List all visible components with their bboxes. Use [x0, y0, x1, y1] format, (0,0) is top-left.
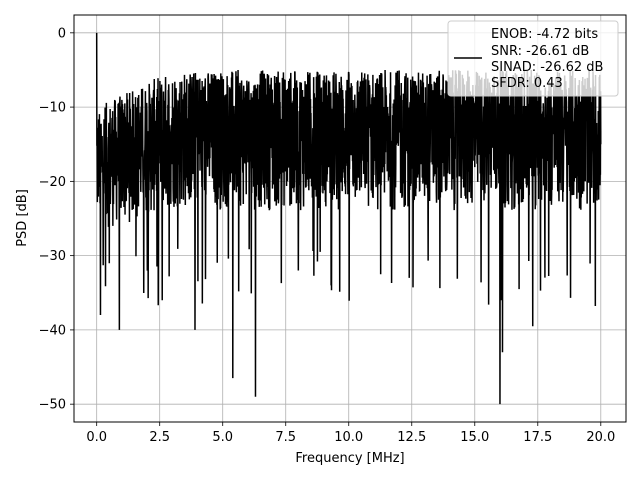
- y-tick-label: −20: [39, 175, 66, 190]
- x-axis-ticks: 0.0 2.5 5.0 7.5 10.0 12.5 15.0 17.5 20.0: [86, 422, 615, 445]
- legend-line-snr: SNR: -26.61 dB: [491, 44, 589, 59]
- y-axis-label: PSD [dB]: [15, 189, 30, 247]
- y-tick-label: −30: [39, 249, 66, 264]
- x-tick-label: 10.0: [334, 430, 363, 445]
- legend-line-sfdr: SFDR: 0.43: [491, 76, 563, 91]
- plot-frame: [73, 14, 627, 423]
- y-tick-label: −40: [39, 323, 66, 338]
- y-tick-label: −50: [39, 398, 66, 413]
- y-axis-ticks: 0 −10 −20 −30 −40 −50: [39, 26, 74, 413]
- x-tick-label: 0.0: [86, 430, 107, 445]
- x-tick-label: 7.5: [275, 430, 296, 445]
- y-tick-label: 0: [58, 26, 66, 41]
- legend-box: [447, 20, 619, 97]
- x-axis-label: Frequency [MHz]: [295, 451, 404, 466]
- x-tick-label: 5.0: [212, 430, 233, 445]
- legend-line-enob: ENOB: -4.72 bits: [491, 27, 598, 42]
- x-tick-label: 2.5: [149, 430, 170, 445]
- x-tick-label: 15.0: [460, 430, 489, 445]
- x-tick-label: 20.0: [586, 430, 615, 445]
- plot-area: [95, 32, 602, 405]
- y-tick-label: −10: [39, 101, 66, 116]
- legend: ENOB: -4.72 bits SNR: -26.61 dB SINAD: -…: [447, 20, 619, 97]
- x-tick-label: 17.5: [523, 430, 552, 445]
- x-tick-label: 12.5: [397, 430, 426, 445]
- legend-line-sinad: SINAD: -26.62 dB: [491, 60, 603, 75]
- psd-series-line: [95, 32, 602, 405]
